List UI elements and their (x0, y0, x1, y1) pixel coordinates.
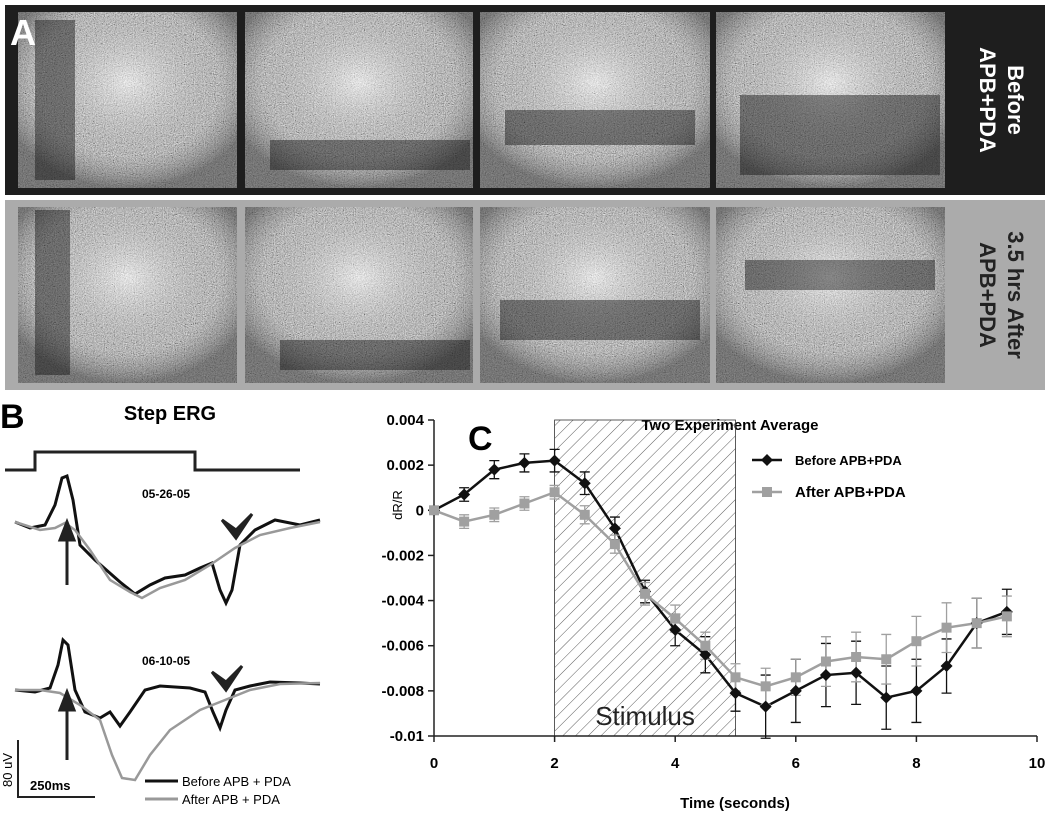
y-tick-label: -0.01 (390, 728, 424, 745)
erg-trace (14, 473, 321, 607)
erg-trace (14, 636, 321, 733)
image-band (500, 300, 700, 340)
marker (548, 454, 561, 467)
row-label: 3.5 hrs After (1003, 231, 1028, 359)
marker (850, 666, 863, 679)
legend-marker (761, 454, 773, 466)
marker (609, 539, 620, 550)
image-grid (18, 12, 945, 383)
marker (910, 684, 923, 697)
x-tick-label: 4 (671, 755, 680, 772)
marker (488, 463, 501, 476)
scale-label: 250ms (30, 778, 70, 793)
image-band (740, 95, 940, 175)
marker (940, 660, 953, 673)
image-shading (18, 12, 237, 188)
y-tick-label: 0.002 (386, 457, 424, 474)
plot: Stimulus -0.01 -0.008 -0.006 -0.004 -0.002 0 0.… (381, 412, 1045, 772)
marker (789, 684, 802, 697)
stimulus-region (554, 419, 736, 737)
legend-marker (762, 487, 772, 497)
legend-label: Before APB+PDA (795, 453, 902, 468)
image-band (35, 210, 70, 375)
marker (699, 648, 712, 661)
erg-trace (15, 681, 321, 782)
marker (759, 700, 772, 713)
legend-label: Before APB + PDA (182, 774, 291, 789)
image-shading (245, 207, 473, 383)
marker (518, 456, 531, 469)
marker (819, 669, 832, 682)
legend-label: After APB+PDA (795, 484, 906, 501)
marker (881, 654, 892, 665)
image-shading (18, 207, 237, 383)
date-label: 06-10-05 (142, 654, 190, 668)
marker (760, 681, 771, 692)
marker (579, 509, 590, 520)
panel-title: Step ERG (124, 403, 216, 425)
marker (851, 652, 862, 662)
image-band (35, 20, 75, 180)
y-tick-label: -0.004 (381, 593, 424, 610)
marker (1001, 611, 1012, 622)
marker (640, 588, 651, 599)
marker (578, 477, 591, 490)
y-tick-label: -0.008 (381, 683, 424, 700)
marker (459, 516, 470, 527)
legend-label: After APB + PDA (182, 792, 280, 807)
image-shading (480, 12, 710, 188)
x-tick-label: 10 (1029, 755, 1046, 772)
marker (549, 487, 560, 498)
row-label: APB+PDA (975, 242, 1000, 348)
marker (669, 623, 682, 636)
x-tick-label: 0 (430, 755, 438, 772)
scale-label: 80 uV (0, 753, 15, 787)
marker (730, 672, 741, 683)
image-band (280, 340, 470, 370)
marker (880, 691, 893, 704)
x-tick-label: 8 (912, 755, 920, 772)
marker (429, 505, 439, 516)
image-shading (716, 12, 945, 188)
marker (608, 522, 621, 535)
y-axis-label: dR/R (390, 490, 405, 520)
arrows (57, 512, 254, 760)
row-label: Before (1003, 65, 1028, 135)
date-label: 05-26-05 (142, 487, 190, 501)
marker (519, 498, 530, 509)
panel-label: C (468, 420, 493, 458)
image-band (505, 110, 695, 145)
marker (670, 613, 681, 624)
marker (790, 672, 801, 683)
image-band (270, 140, 470, 170)
y-tick-label: -0.002 (381, 547, 424, 564)
marker (971, 618, 982, 629)
series-line (433, 490, 1008, 688)
marker (820, 656, 831, 667)
stimulus-label: Stimulus (595, 701, 695, 731)
marker (458, 488, 471, 501)
image-band (745, 260, 935, 290)
panel-label: B (0, 398, 25, 436)
marker (911, 636, 922, 647)
scale-bar (17, 740, 95, 798)
image-shading (480, 207, 710, 383)
image-shading (245, 12, 473, 188)
marker (941, 622, 952, 633)
row-label: APB+PDA (975, 47, 1000, 153)
y-tick-label: 0.004 (386, 412, 424, 429)
image-shading (716, 207, 945, 383)
x-tick-label: 6 (792, 755, 800, 772)
marker (489, 509, 500, 520)
y-tick-label: 0 (416, 502, 424, 519)
marker (729, 687, 742, 700)
erg-trace (14, 520, 321, 600)
x-axis-label: Time (seconds) (680, 795, 790, 812)
y-tick-label: -0.006 (381, 638, 424, 655)
x-tick-label: 2 (550, 755, 558, 772)
panel-label: A (10, 12, 36, 53)
step-stimulus (5, 450, 300, 472)
marker (700, 640, 711, 651)
